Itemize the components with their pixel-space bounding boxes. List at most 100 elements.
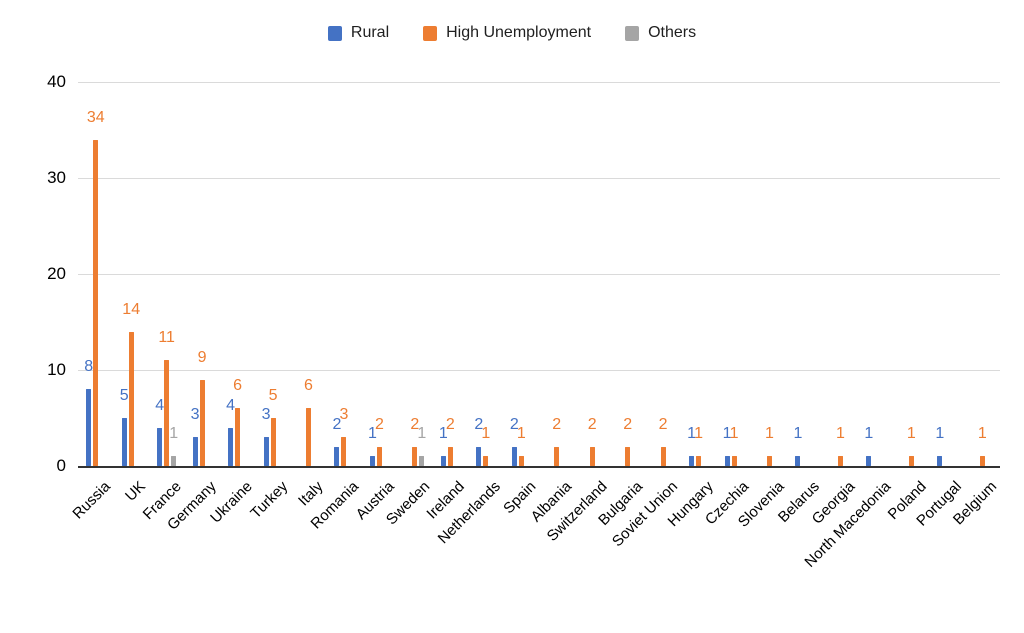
bar[interactable]	[121, 418, 127, 466]
bar-value-label: 2	[552, 415, 562, 433]
bar-value-label: 1	[417, 425, 427, 443]
bar[interactable]	[554, 446, 560, 466]
bar-value-label: 1	[481, 425, 491, 443]
bar-value-label: 1	[906, 425, 916, 443]
legend: Rural High Unemployment Others	[0, 24, 1024, 42]
bar-value-label: 4	[226, 396, 236, 414]
bar[interactable]	[724, 456, 730, 466]
bar[interactable]	[93, 139, 99, 466]
bar[interactable]	[518, 456, 524, 466]
bar-value-label: 3	[261, 406, 271, 424]
bar-value-label: 6	[304, 377, 313, 395]
bar-value-label: 1	[722, 425, 732, 443]
bar[interactable]	[192, 437, 198, 466]
legend-item[interactable]: Rural	[327, 24, 390, 42]
bar-value-label: 2	[374, 415, 384, 433]
bar-value-label: 2	[623, 415, 633, 433]
bar[interactable]	[476, 446, 482, 466]
x-axis-line	[78, 466, 1000, 468]
bar[interactable]	[157, 427, 163, 466]
bar-value-label: 1	[765, 425, 774, 443]
legend-item[interactable]: Others	[625, 24, 696, 42]
gridline	[78, 178, 1000, 179]
bar-value-label: 5	[119, 387, 129, 404]
bar[interactable]	[660, 446, 666, 466]
y-tick-label: 40	[47, 72, 66, 91]
bar[interactable]	[795, 456, 801, 466]
bar-value-label: 1	[516, 425, 526, 443]
bar-value-label: 1	[793, 425, 803, 443]
bar-value-label: 2	[658, 415, 668, 433]
y-tick-label: 10	[47, 360, 66, 379]
bar-value-label: 2	[410, 415, 420, 433]
bar-value-label: 11	[158, 329, 175, 347]
bar[interactable]	[589, 446, 595, 466]
bar[interactable]	[199, 379, 205, 466]
y-tick-label: 30	[47, 168, 66, 187]
bar[interactable]	[511, 446, 517, 466]
gridline	[78, 370, 1000, 371]
bar-value-label: 8	[84, 358, 94, 376]
bar[interactable]	[263, 437, 269, 466]
legend-swatch-icon	[625, 25, 640, 41]
bar[interactable]	[128, 331, 134, 466]
y-tick-label: 0	[56, 456, 66, 475]
gridline	[78, 82, 1000, 83]
bar[interactable]	[483, 456, 489, 466]
bar[interactable]	[979, 456, 985, 466]
bar-value-label: 2	[587, 415, 597, 433]
bar[interactable]	[171, 456, 177, 466]
bar-value-label: 1	[687, 425, 697, 443]
bar-value-label: 6	[233, 377, 243, 395]
bar-value-label: 4	[155, 396, 165, 414]
bar[interactable]	[412, 446, 418, 466]
bar[interactable]	[86, 389, 92, 466]
y-tick-label: 20	[47, 264, 66, 283]
bar-value-label: 1	[864, 425, 874, 443]
bar[interactable]	[837, 456, 843, 466]
bar[interactable]	[369, 456, 375, 466]
bar-value-label: 1	[367, 425, 377, 443]
bar[interactable]	[164, 360, 170, 466]
bar-value-label: 1	[935, 425, 945, 443]
x-tick-label: Turkey	[247, 478, 292, 523]
bar[interactable]	[228, 427, 234, 466]
bar-value-label: 1	[438, 425, 448, 443]
bar[interactable]	[866, 456, 872, 466]
bar[interactable]	[689, 456, 695, 466]
bar[interactable]	[419, 456, 425, 466]
x-tick-label: UK	[122, 478, 150, 505]
legend-swatch-icon	[327, 25, 342, 41]
bar[interactable]	[270, 418, 276, 466]
bar[interactable]	[908, 456, 914, 466]
bar[interactable]	[447, 446, 453, 466]
bar[interactable]	[376, 446, 382, 466]
bar[interactable]	[306, 408, 311, 466]
legend-label: High Unemployment	[446, 24, 592, 41]
legend-swatch-icon	[423, 25, 438, 41]
bar[interactable]	[937, 456, 943, 466]
bar[interactable]	[696, 456, 702, 466]
bar-value-label: 2	[332, 415, 342, 433]
bar[interactable]	[235, 408, 241, 466]
bar-value-label: 2	[445, 415, 455, 433]
bar[interactable]	[625, 446, 631, 466]
bar[interactable]	[341, 437, 347, 466]
legend-item[interactable]: High Unemployment	[423, 24, 591, 42]
bar[interactable]	[440, 456, 446, 466]
bar-value-label: 3	[190, 406, 200, 424]
bar-value-label: 2	[509, 415, 519, 433]
bar[interactable]	[334, 446, 340, 466]
bar-value-label: 3	[339, 406, 349, 424]
bar-value-label: 34	[86, 108, 105, 126]
bar[interactable]	[731, 456, 737, 466]
bar[interactable]	[767, 456, 772, 466]
x-tick-label: Russia	[69, 478, 114, 523]
bar-value-label: 14	[122, 300, 141, 318]
bar-value-label: 9	[197, 348, 207, 366]
bar-value-label: 1	[977, 425, 987, 443]
legend-label: Rural	[350, 24, 390, 41]
bar-value-label: 1	[169, 425, 179, 443]
